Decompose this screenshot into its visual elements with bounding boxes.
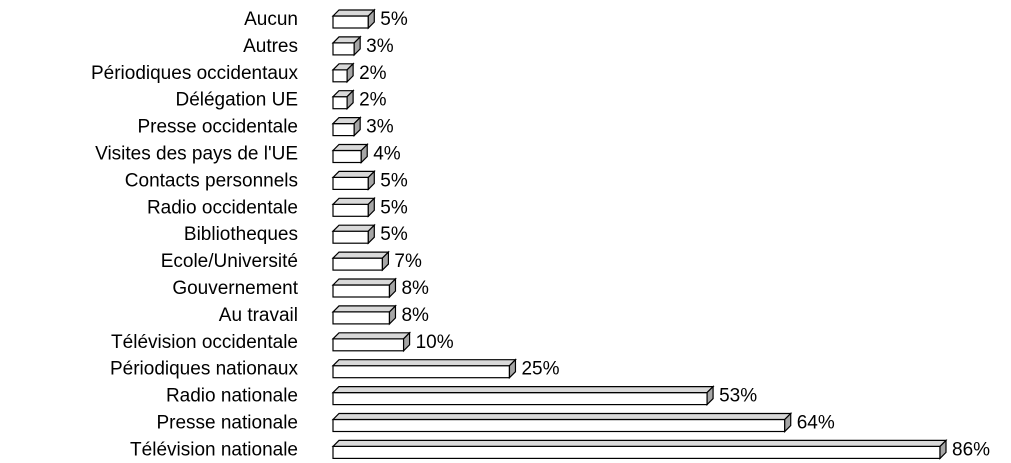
bar xyxy=(331,358,517,380)
value-label: 53% xyxy=(719,386,757,407)
value-label: 5% xyxy=(380,9,408,30)
bar xyxy=(331,438,948,460)
bar xyxy=(331,169,376,191)
bar-front xyxy=(332,445,941,459)
value-label: 8% xyxy=(401,305,429,326)
value-label: 5% xyxy=(380,170,408,191)
bar-front xyxy=(332,42,355,56)
category-label: Radio occidentale xyxy=(147,197,298,218)
bar-front xyxy=(332,230,369,244)
bar xyxy=(331,277,397,299)
category-label: Visites des pays de l'UE xyxy=(95,144,298,165)
bar-side xyxy=(346,62,354,84)
value-label: 3% xyxy=(366,36,394,57)
bar-top xyxy=(331,412,793,421)
category-label: Ecole/Université xyxy=(161,251,298,272)
category-label: Radio nationale xyxy=(166,386,298,407)
bar-side xyxy=(367,196,375,218)
bar-top xyxy=(331,9,376,17)
bar-front xyxy=(332,69,348,83)
category-label: Gouvernement xyxy=(172,278,298,299)
bar-side xyxy=(402,331,411,353)
bar xyxy=(331,304,397,326)
bar xyxy=(331,143,369,164)
category-label: Délégation UE xyxy=(175,90,298,111)
bar xyxy=(331,35,362,57)
bar xyxy=(331,62,355,84)
bar-top xyxy=(331,332,412,340)
category-label: Autres xyxy=(243,36,298,57)
bar-side xyxy=(367,223,375,245)
value-label: 5% xyxy=(380,197,408,218)
bar-front xyxy=(332,203,369,217)
bar-front xyxy=(332,392,708,406)
bar-front xyxy=(332,338,405,352)
value-label: 3% xyxy=(366,117,394,138)
category-label: Bibliotheques xyxy=(184,224,298,245)
category-label: Télévision nationale xyxy=(130,439,298,460)
bar-side xyxy=(784,412,792,433)
bar-side xyxy=(346,89,354,111)
value-label: 25% xyxy=(521,359,559,380)
bar xyxy=(331,331,412,353)
bar-top xyxy=(331,359,517,367)
bar-top xyxy=(331,170,376,178)
bar-front xyxy=(332,96,348,110)
bar xyxy=(331,196,376,218)
value-label: 7% xyxy=(394,251,422,272)
bar-front xyxy=(332,257,384,271)
value-label: 2% xyxy=(359,90,387,111)
category-label: Télévision occidentale xyxy=(111,332,298,353)
value-label: 10% xyxy=(416,332,454,353)
category-label: Aucun xyxy=(244,9,298,30)
bar xyxy=(331,250,390,272)
bar-top xyxy=(331,305,397,313)
bar-side xyxy=(388,277,397,299)
bar xyxy=(331,412,793,433)
bar-top xyxy=(331,278,397,286)
bar-side xyxy=(706,385,714,407)
bar-front xyxy=(332,365,511,379)
bar-top xyxy=(331,439,948,447)
bar-side xyxy=(353,35,361,57)
bar xyxy=(331,89,355,111)
bar-side xyxy=(508,358,517,380)
bar-top xyxy=(331,224,376,232)
value-label: 64% xyxy=(797,413,835,434)
bar-top xyxy=(331,251,390,259)
bar-front xyxy=(332,149,362,164)
value-label: 86% xyxy=(952,439,990,460)
bar-side xyxy=(360,143,368,164)
bar-top xyxy=(331,386,715,394)
bar-front xyxy=(332,311,391,325)
bar-front xyxy=(332,15,369,29)
bar-side xyxy=(381,250,390,272)
bar-front xyxy=(332,284,391,298)
bar xyxy=(331,223,376,245)
bar-front xyxy=(332,176,369,190)
value-label: 4% xyxy=(373,144,401,165)
bar xyxy=(331,116,362,138)
bar xyxy=(331,8,376,30)
bar xyxy=(331,385,715,407)
bar-side xyxy=(353,116,361,138)
value-label: 5% xyxy=(380,224,408,245)
bar-front xyxy=(332,418,786,433)
bar-side xyxy=(939,438,947,460)
bar-top xyxy=(331,197,376,205)
category-label: Au travail xyxy=(219,305,298,326)
category-label: Périodiques nationaux xyxy=(110,359,299,380)
category-label: Presse occidentale xyxy=(137,117,298,138)
bar-front xyxy=(332,122,355,137)
value-label: 8% xyxy=(401,278,429,299)
bar-side xyxy=(367,169,375,191)
category-label: Périodiques occidentaux xyxy=(91,63,299,84)
bar-side xyxy=(388,304,397,326)
bar-side xyxy=(367,8,375,30)
category-label: Contacts personnels xyxy=(125,170,298,191)
category-label: Presse nationale xyxy=(156,413,298,434)
value-label: 2% xyxy=(359,63,387,84)
